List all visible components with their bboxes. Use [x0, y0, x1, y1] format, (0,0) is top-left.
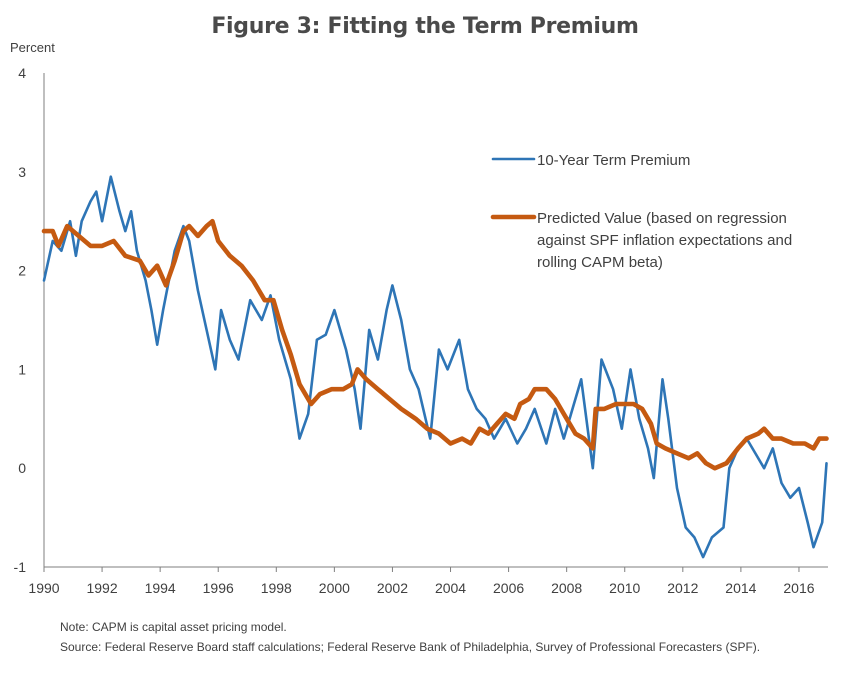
series-layer	[41, 175, 829, 559]
legend-label: Predicted Value (based on regression	[537, 210, 787, 227]
y-tick-label: -1	[14, 559, 27, 575]
axes: -1 0 1 2 3 4 1990 1992 1994 1996 1998 2000 2002 2004 2…	[14, 65, 828, 596]
x-tick-label: 1998	[261, 580, 292, 596]
x-tick-label: 2002	[377, 580, 408, 596]
y-tick-label: 4	[18, 65, 26, 81]
y-tick-label: 1	[18, 361, 26, 377]
x-tick-label: 1994	[145, 580, 176, 596]
x-tick-label: 2004	[435, 580, 466, 596]
x-tick-label: 2006	[493, 580, 524, 596]
x-tick-label: 2014	[725, 580, 756, 596]
x-tick-label: 1990	[28, 580, 59, 596]
y-tick-label: 0	[18, 460, 26, 476]
y-axis-unit-label: Percent	[10, 40, 55, 55]
series-line-predicted-value	[41, 218, 829, 471]
chart-title: Figure 3: Fitting the Term Premium	[211, 14, 639, 39]
y-tick-label: 2	[18, 263, 26, 279]
x-tick-label: 1992	[86, 580, 117, 596]
x-tick-label: 2008	[551, 580, 582, 596]
x-tick-label: 1996	[203, 580, 234, 596]
x-tick-label: 2016	[783, 580, 814, 596]
footnote-source: Source: Federal Reserve Board staff calc…	[60, 640, 761, 654]
footnote-note: Note: CAPM is capital asset pricing mode…	[60, 620, 287, 634]
legend-label: 10-Year Term Premium	[537, 152, 690, 169]
x-tick-label: 2010	[609, 580, 640, 596]
y-tick-label: 3	[18, 164, 26, 180]
legend-label: rolling CAPM beta)	[537, 254, 663, 271]
x-tick-label: 2012	[667, 580, 698, 596]
x-tick-label: 2000	[319, 580, 350, 596]
legend-label: against SPF inflation expectations and	[537, 232, 792, 249]
legend: 10-Year Term Premium Predicted Value (bas…	[490, 152, 792, 271]
series-line-term-premium	[42, 175, 828, 559]
